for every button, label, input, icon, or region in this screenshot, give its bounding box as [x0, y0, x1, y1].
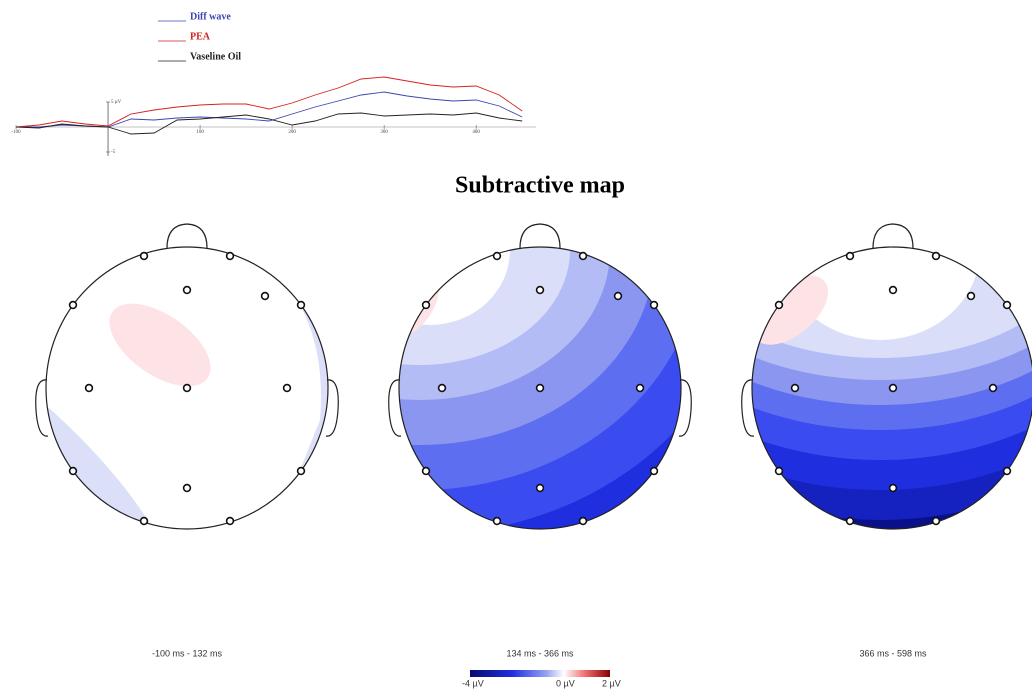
electrode — [282, 383, 292, 393]
head-outlines — [35, 223, 1032, 530]
electrode — [535, 383, 545, 393]
x-tick-label: -100 — [11, 130, 21, 135]
ear — [325, 379, 339, 437]
electrode — [931, 516, 941, 526]
electrode — [182, 285, 192, 295]
electrode — [578, 251, 588, 261]
electrode — [492, 251, 502, 261]
electrode — [535, 483, 545, 493]
legend-label: PEA — [190, 31, 211, 42]
x-tick-label: 200 — [288, 130, 296, 135]
electrode — [845, 516, 855, 526]
y-tick-label: -5 — [111, 150, 116, 155]
electrode — [1002, 466, 1012, 476]
colorbar-label: 2 µV — [602, 678, 621, 688]
electrode — [535, 285, 545, 295]
electrode — [68, 466, 78, 476]
nose — [519, 223, 561, 249]
legend-label: Diff wave — [190, 11, 231, 22]
electrode — [1002, 300, 1012, 310]
electrode — [790, 383, 800, 393]
electrode — [296, 300, 306, 310]
electrode — [68, 300, 78, 310]
series-line — [16, 91, 523, 128]
head — [45, 246, 329, 530]
electrode — [139, 516, 149, 526]
legend-label: Vaseline Oil — [190, 51, 241, 62]
x-tick-label: 300 — [380, 130, 388, 135]
x-tick-label: 100 — [196, 130, 204, 135]
electrode — [421, 466, 431, 476]
electrode — [888, 483, 898, 493]
electrode — [966, 291, 976, 301]
electrode — [182, 483, 192, 493]
series-line — [15, 76, 523, 128]
electrode — [931, 251, 941, 261]
nose — [166, 223, 208, 249]
electrode — [888, 285, 898, 295]
y-tick-label: 5 µV — [111, 100, 122, 105]
map-title: Subtractive map — [455, 173, 625, 199]
x-tick-label: 400 — [472, 130, 480, 135]
colorbar — [470, 670, 610, 677]
ear — [741, 379, 755, 437]
electrode — [635, 383, 645, 393]
head — [751, 246, 1032, 530]
head — [398, 246, 682, 530]
electrode — [84, 383, 94, 393]
electrode — [888, 383, 898, 393]
electrode — [296, 466, 306, 476]
electrode — [578, 516, 588, 526]
ear — [678, 379, 692, 437]
ear — [35, 379, 49, 437]
panel-label: -100 ms - 132 ms — [152, 648, 223, 658]
panel-label: 134 ms - 366 ms — [506, 648, 574, 658]
electrode — [139, 251, 149, 261]
electrode — [988, 383, 998, 393]
electrode — [492, 516, 502, 526]
electrode — [774, 300, 784, 310]
electrode — [613, 291, 623, 301]
nose — [872, 223, 914, 249]
electrode — [845, 251, 855, 261]
electrode — [774, 466, 784, 476]
panel-label: 366 ms - 598 ms — [859, 648, 927, 658]
electrode — [225, 516, 235, 526]
electrode — [649, 300, 659, 310]
electrode — [437, 383, 447, 393]
ear — [388, 379, 402, 437]
electrode — [260, 291, 270, 301]
series-line — [15, 112, 523, 135]
electrode — [225, 251, 235, 261]
colorbar-label: 0 µV — [556, 678, 575, 688]
electrode — [182, 383, 192, 393]
colorbar-label: -4 µV — [462, 678, 484, 688]
electrode — [649, 466, 659, 476]
electrode — [421, 300, 431, 310]
